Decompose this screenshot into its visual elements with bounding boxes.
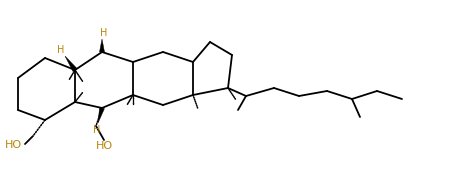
Text: H: H bbox=[57, 45, 65, 55]
Text: H: H bbox=[93, 125, 100, 135]
Polygon shape bbox=[65, 56, 77, 71]
Text: HO: HO bbox=[95, 141, 112, 151]
Polygon shape bbox=[98, 107, 104, 123]
Text: H: H bbox=[100, 28, 108, 38]
Text: HO: HO bbox=[5, 140, 22, 150]
Polygon shape bbox=[100, 39, 105, 52]
